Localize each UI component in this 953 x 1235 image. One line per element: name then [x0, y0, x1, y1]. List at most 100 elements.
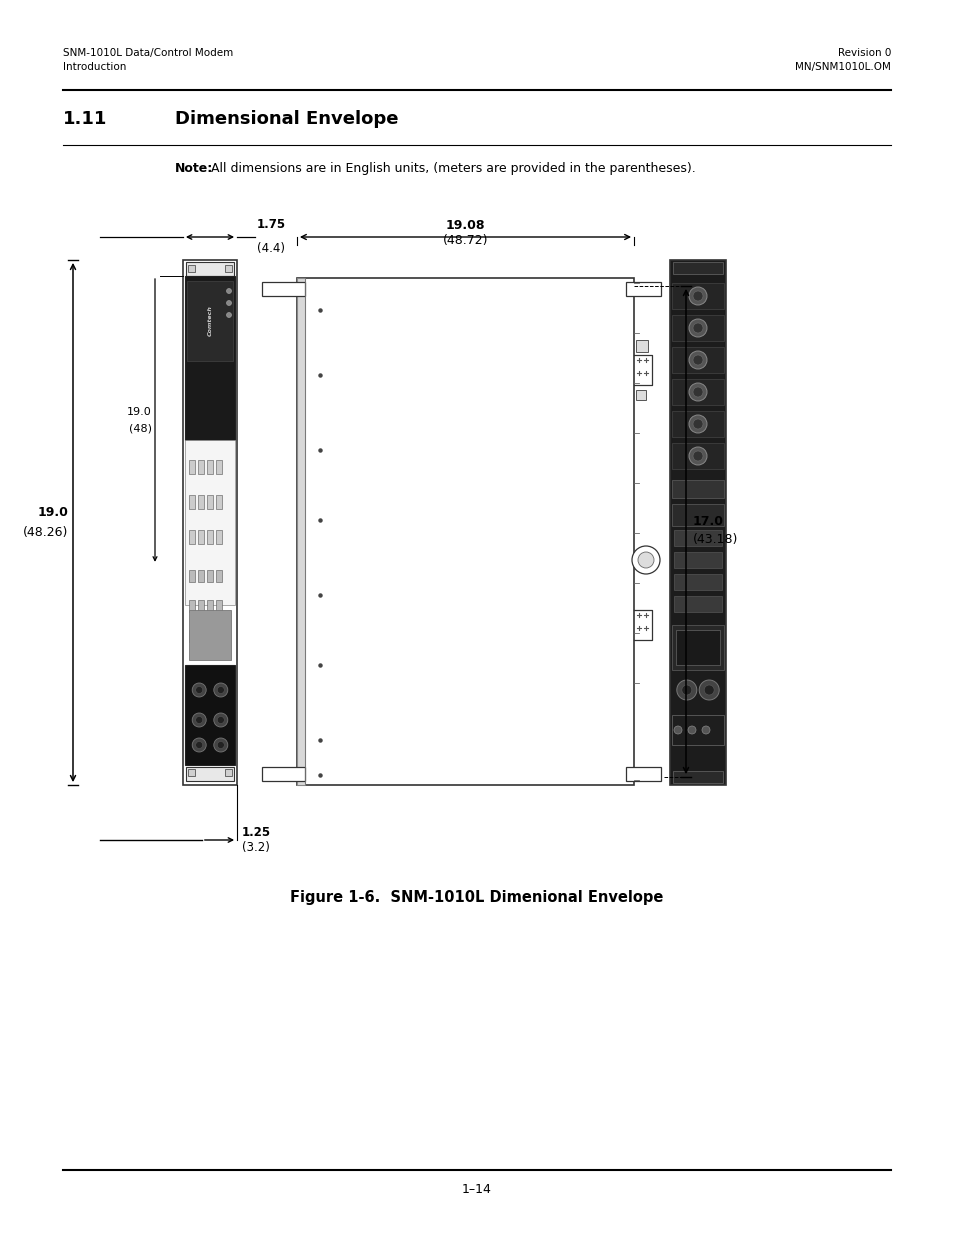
Text: 19.0: 19.0	[37, 506, 68, 519]
Bar	[671, 480, 723, 498]
Text: 1.75: 1.75	[256, 219, 286, 231]
Circle shape	[192, 683, 206, 697]
Bar	[671, 283, 723, 309]
Bar	[673, 552, 721, 568]
Text: (48): (48)	[129, 424, 152, 433]
Circle shape	[692, 387, 702, 396]
Bar	[215, 530, 222, 543]
Text: Note:: Note:	[174, 162, 213, 175]
Text: (43.18): (43.18)	[692, 534, 738, 546]
Text: (3.2): (3.2)	[242, 841, 270, 855]
Bar	[215, 630, 222, 642]
Circle shape	[192, 713, 206, 727]
Circle shape	[688, 351, 706, 369]
Text: SNM-1010L Data/Control Modem: SNM-1010L Data/Control Modem	[63, 48, 233, 58]
Text: 19.0: 19.0	[127, 408, 152, 417]
Circle shape	[688, 383, 706, 401]
Circle shape	[692, 354, 702, 366]
Circle shape	[699, 680, 719, 700]
Bar	[185, 664, 234, 764]
Circle shape	[226, 300, 232, 305]
Circle shape	[688, 447, 706, 466]
Bar	[676, 630, 720, 664]
Circle shape	[676, 680, 696, 700]
Bar	[198, 630, 204, 642]
Circle shape	[195, 741, 202, 748]
Bar	[215, 600, 222, 613]
Bar	[189, 571, 194, 582]
Bar	[198, 600, 204, 613]
Text: Dimensional Envelope: Dimensional Envelope	[174, 110, 398, 128]
Text: Introduction: Introduction	[63, 62, 126, 72]
Bar	[189, 630, 194, 642]
Bar	[187, 282, 233, 361]
Bar	[262, 767, 305, 781]
Bar	[186, 767, 233, 781]
Bar	[215, 459, 222, 474]
Circle shape	[681, 685, 691, 695]
Circle shape	[213, 683, 228, 697]
Circle shape	[638, 552, 654, 568]
Circle shape	[226, 312, 232, 317]
Circle shape	[688, 319, 706, 337]
Bar	[185, 440, 234, 605]
Bar	[198, 571, 204, 582]
Bar	[625, 767, 660, 781]
Circle shape	[195, 716, 202, 724]
Bar	[207, 530, 213, 543]
Bar	[198, 530, 204, 543]
Circle shape	[673, 726, 681, 734]
Bar	[207, 459, 213, 474]
Circle shape	[217, 716, 224, 724]
Bar	[198, 495, 204, 509]
Text: Figure 1-6.  SNM-1010L Dimenional Envelope: Figure 1-6. SNM-1010L Dimenional Envelop…	[290, 890, 663, 905]
Bar	[207, 600, 213, 613]
Circle shape	[192, 739, 206, 752]
Text: MN/SNM1010L.OM: MN/SNM1010L.OM	[794, 62, 890, 72]
Circle shape	[692, 291, 702, 301]
Bar	[207, 495, 213, 509]
Circle shape	[213, 713, 228, 727]
Circle shape	[195, 687, 202, 694]
Bar	[669, 261, 725, 785]
Text: 1.11: 1.11	[63, 110, 108, 128]
Text: All dimensions are in English units, (meters are provided in the parentheses).: All dimensions are in English units, (me…	[207, 162, 695, 175]
Bar	[185, 275, 234, 440]
Circle shape	[692, 451, 702, 461]
Circle shape	[213, 739, 228, 752]
Text: 1.25: 1.25	[242, 826, 271, 840]
Circle shape	[217, 687, 224, 694]
Bar	[215, 495, 222, 509]
Bar	[296, 278, 634, 785]
Bar	[189, 459, 194, 474]
Text: 19.08: 19.08	[445, 219, 485, 231]
Bar	[671, 504, 723, 526]
Text: (48.72): (48.72)	[442, 233, 488, 247]
Bar	[207, 571, 213, 582]
Bar	[673, 574, 721, 590]
Bar	[225, 266, 232, 272]
Text: (4.4): (4.4)	[256, 242, 285, 254]
Text: (48.26): (48.26)	[23, 526, 68, 538]
Bar	[189, 600, 194, 613]
Bar	[625, 282, 660, 296]
Circle shape	[687, 726, 696, 734]
Text: Revision 0: Revision 0	[837, 48, 890, 58]
Bar	[215, 571, 222, 582]
Bar	[636, 340, 647, 352]
Bar	[671, 347, 723, 373]
Circle shape	[703, 685, 714, 695]
Bar	[183, 261, 236, 785]
Text: Comtech: Comtech	[208, 305, 213, 336]
Circle shape	[692, 324, 702, 333]
Bar	[672, 771, 722, 783]
Bar	[225, 769, 232, 776]
Circle shape	[692, 419, 702, 429]
Bar	[189, 610, 231, 659]
Bar	[186, 262, 233, 275]
Bar	[671, 315, 723, 341]
Bar	[198, 459, 204, 474]
Text: 17.0: 17.0	[692, 515, 723, 529]
Circle shape	[701, 726, 709, 734]
Bar	[207, 630, 213, 642]
